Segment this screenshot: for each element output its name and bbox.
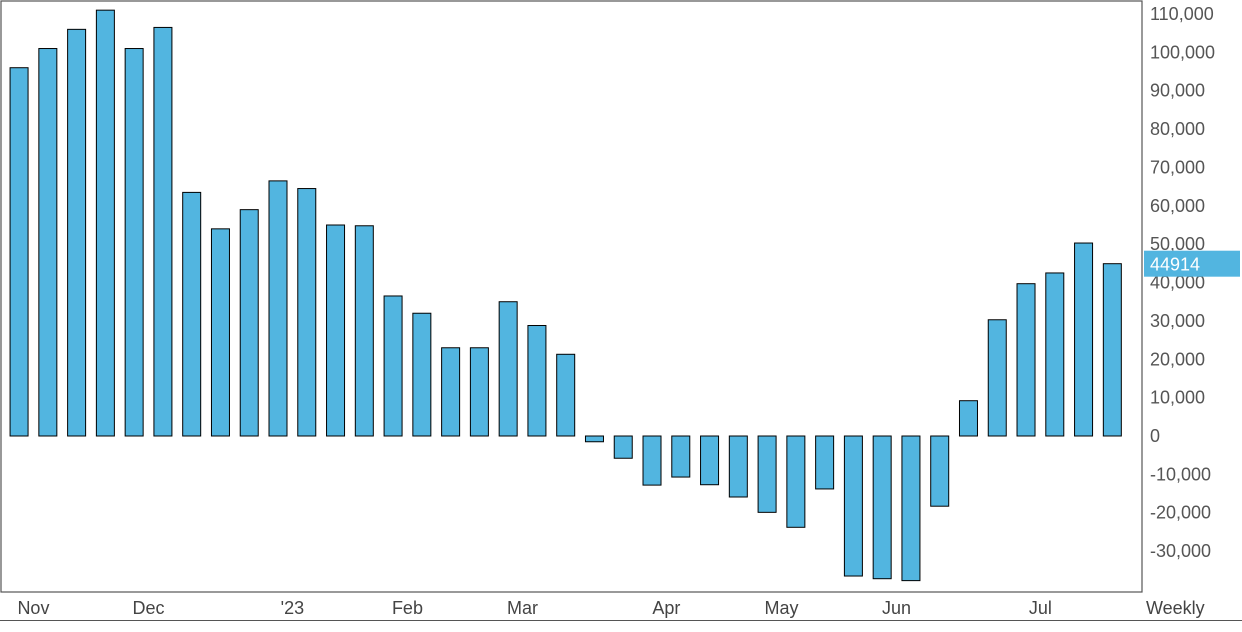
bar xyxy=(1074,242,1094,437)
bar xyxy=(642,435,662,486)
x-tick-label: Apr xyxy=(652,598,680,618)
bar xyxy=(67,28,87,437)
bar xyxy=(527,325,547,437)
y-tick-label: 60,000 xyxy=(1150,196,1205,216)
bar xyxy=(613,435,633,459)
x-tick-label: Feb xyxy=(392,598,423,618)
y-tick-label: -20,000 xyxy=(1150,503,1211,523)
y-tick-label: 10,000 xyxy=(1150,388,1205,408)
bar xyxy=(901,435,921,582)
x-tick-label: Dec xyxy=(133,598,165,618)
bar xyxy=(815,435,835,490)
last-value-label: 44914 xyxy=(1150,255,1200,275)
y-tick-label: 110,000 xyxy=(1150,4,1214,24)
bars xyxy=(9,9,1122,582)
bar xyxy=(210,228,230,437)
y-tick-label: 100,000 xyxy=(1150,42,1215,62)
y-tick-label: 70,000 xyxy=(1150,157,1205,177)
bar xyxy=(268,180,288,437)
bar xyxy=(728,435,748,498)
bar xyxy=(95,9,115,437)
y-tick-label: 50,000 xyxy=(1150,234,1205,254)
bar xyxy=(354,225,374,437)
bar xyxy=(671,435,691,478)
bar xyxy=(872,435,892,580)
bar xyxy=(239,209,259,437)
bar xyxy=(1102,263,1122,437)
bar xyxy=(987,319,1007,437)
bar xyxy=(383,295,403,437)
bar xyxy=(498,301,518,437)
bar xyxy=(930,435,950,507)
x-tick-label: Mar xyxy=(507,598,538,618)
bar xyxy=(757,435,777,513)
bar xyxy=(182,191,202,437)
x-tick-label: May xyxy=(764,598,798,618)
y-tick-label: 0 xyxy=(1150,426,1160,446)
plot-frame xyxy=(0,0,1143,593)
bar xyxy=(153,26,173,437)
y-tick-label: 90,000 xyxy=(1150,81,1205,101)
bar xyxy=(469,347,489,437)
y-tick-label: -10,000 xyxy=(1150,464,1211,484)
y-tick-label: 80,000 xyxy=(1150,119,1205,139)
bar xyxy=(297,188,317,437)
bar xyxy=(584,435,604,443)
y-tick-label: -30,000 xyxy=(1150,541,1211,561)
x-tick-label: Nov xyxy=(17,598,49,618)
x-tick-label: Jun xyxy=(882,598,911,618)
bar xyxy=(786,435,806,528)
bar xyxy=(1045,272,1065,437)
bar xyxy=(326,224,346,437)
bar xyxy=(124,48,144,437)
last-value-badge xyxy=(1144,250,1240,277)
bar xyxy=(1016,283,1036,437)
bar xyxy=(412,312,432,437)
y-tick-label: 30,000 xyxy=(1150,311,1205,331)
bar xyxy=(441,347,461,437)
frequency-label: Weekly xyxy=(1146,598,1205,618)
bar xyxy=(556,353,576,437)
y-tick-label: 20,000 xyxy=(1150,349,1205,369)
bar xyxy=(38,48,58,437)
y-tick-label: 40,000 xyxy=(1150,273,1205,293)
x-tick-label: Jul xyxy=(1029,598,1052,618)
x-tick-label: '23 xyxy=(281,598,304,618)
bar xyxy=(9,67,29,437)
bar xyxy=(958,400,978,437)
bar xyxy=(843,435,863,577)
bar xyxy=(700,435,720,486)
